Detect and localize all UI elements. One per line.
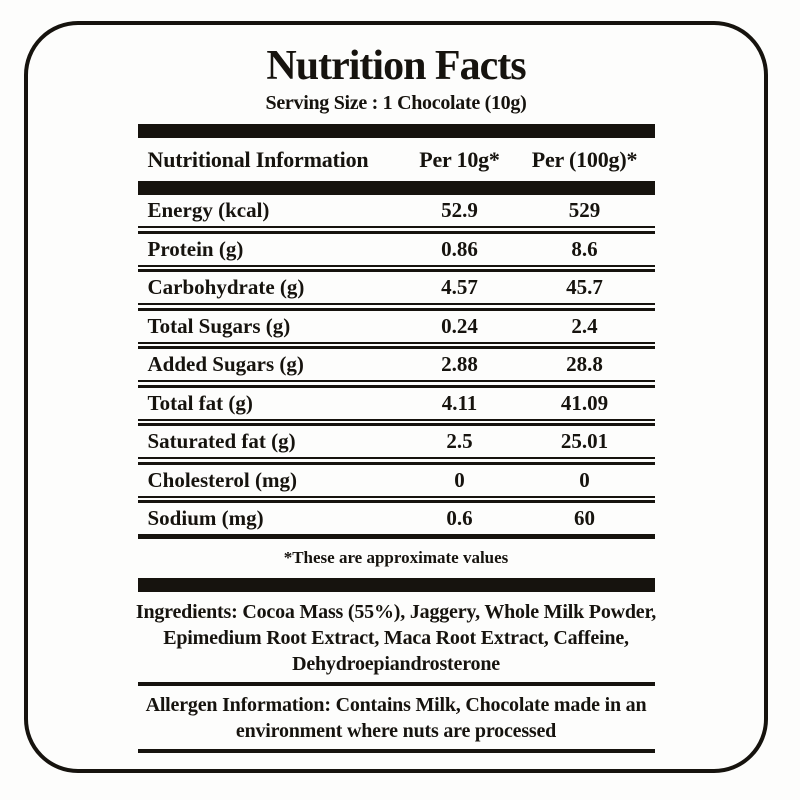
row-separator [137, 418, 655, 427]
nutrient-value-per-10g: 0 [454, 467, 465, 492]
nutrient-value-per-100g: 529 [568, 198, 601, 223]
table-header-row: Nutritional Information Per 10g* Per (10… [138, 138, 655, 181]
table-row: Energy (kcal) 52.9 529 [138, 195, 655, 226]
nutrient-name: Cholesterol (mg) [147, 467, 298, 492]
nutrient-value-per-100g: 60 [574, 506, 595, 531]
nutrient-name: Saturated fat (g) [147, 429, 296, 454]
divider-line-after-allergen [137, 748, 655, 753]
nutrient-value-per-10g: 4.11 [441, 390, 478, 415]
table-row: Sodium (mg) 0.6 60 [138, 503, 655, 534]
table-row: Added Sugars (g) 2.88 28.8 [138, 349, 655, 380]
label-title: Nutrition Facts [266, 43, 526, 89]
nutrient-name: Total Sugars (g) [147, 313, 291, 338]
nutrient-value-per-10g: 52.9 [441, 198, 478, 223]
divider-bar-below-header [137, 181, 655, 196]
nutrient-value-per-100g: 25.01 [560, 429, 609, 454]
nutrient-value-per-10g: 2.88 [441, 352, 478, 377]
nutrient-value-per-10g: 4.57 [441, 275, 478, 300]
allergen-text: Allergen Information: Contains Milk, Cho… [145, 693, 647, 742]
nutrition-table: Nutritional Information Per 10g* Per (10… [137, 124, 655, 592]
table-body: Energy (kcal) 52.9 529 Protein (g) 0.86 8.6 Ca… [137, 195, 655, 539]
nutrient-value-per-100g: 8.6 [571, 236, 598, 261]
row-separator [137, 380, 655, 388]
nutrient-value-per-100g: 41.09 [560, 390, 609, 415]
table-row: Total Sugars (g) 0.24 2.4 [138, 311, 655, 342]
nutrient-value-per-100g: 45.7 [566, 275, 603, 300]
divider-bar-bottom [137, 577, 655, 592]
nutrient-value-per-10g: 0.86 [441, 236, 478, 261]
divider-line-after-ingredients [137, 681, 655, 686]
row-separator [137, 341, 655, 350]
table-row: Saturated fat (g) 2.5 25.01 [138, 426, 655, 457]
nutrient-name: Energy (kcal) [147, 198, 270, 223]
table-row: Carbohydrate (g) 4.57 45.7 [138, 272, 655, 303]
column-header-per-100g: Per (100g)* [531, 146, 638, 172]
nutrient-name: Total fat (g) [147, 390, 253, 415]
nutrient-value-per-100g: 0 [579, 467, 590, 492]
serving-size-text: Serving Size : 1 Chocolate (10g) [265, 92, 527, 115]
nutrition-label-card: Nutrition Facts Serving Size : 1 Chocola… [24, 21, 768, 773]
nutrient-value-per-10g: 2.5 [446, 429, 473, 454]
ingredients-text: Ingredients: Cocoa Mass (55%), Jaggery, … [135, 600, 657, 675]
nutrient-name: Carbohydrate (g) [147, 275, 305, 300]
column-header-per-10g: Per 10g* [419, 146, 500, 172]
table-row: Cholesterol (mg) 0 0 [138, 465, 655, 496]
row-separator [137, 226, 655, 234]
nutrient-name: Sodium (mg) [147, 506, 264, 531]
divider-bar-top [137, 124, 655, 139]
approximate-values-footnote: *These are approximate values [283, 547, 509, 567]
row-separator [137, 495, 655, 504]
nutrient-name: Protein (g) [147, 236, 244, 261]
table-row: Total fat (g) 4.11 41.09 [138, 388, 655, 419]
row-separator [137, 303, 655, 311]
row-separator [137, 264, 655, 273]
column-header-nutritional-information: Nutritional Information [147, 146, 369, 172]
nutrient-value-per-10g: 0.6 [446, 506, 473, 531]
row-separator [137, 457, 655, 465]
nutrient-value-per-100g: 28.8 [566, 352, 603, 377]
nutrient-value-per-100g: 2.4 [571, 313, 598, 338]
nutrient-name: Added Sugars (g) [147, 352, 304, 377]
row-separator [137, 534, 655, 539]
nutrient-value-per-10g: 0.24 [441, 313, 478, 338]
table-row: Protein (g) 0.86 8.6 [138, 234, 655, 265]
